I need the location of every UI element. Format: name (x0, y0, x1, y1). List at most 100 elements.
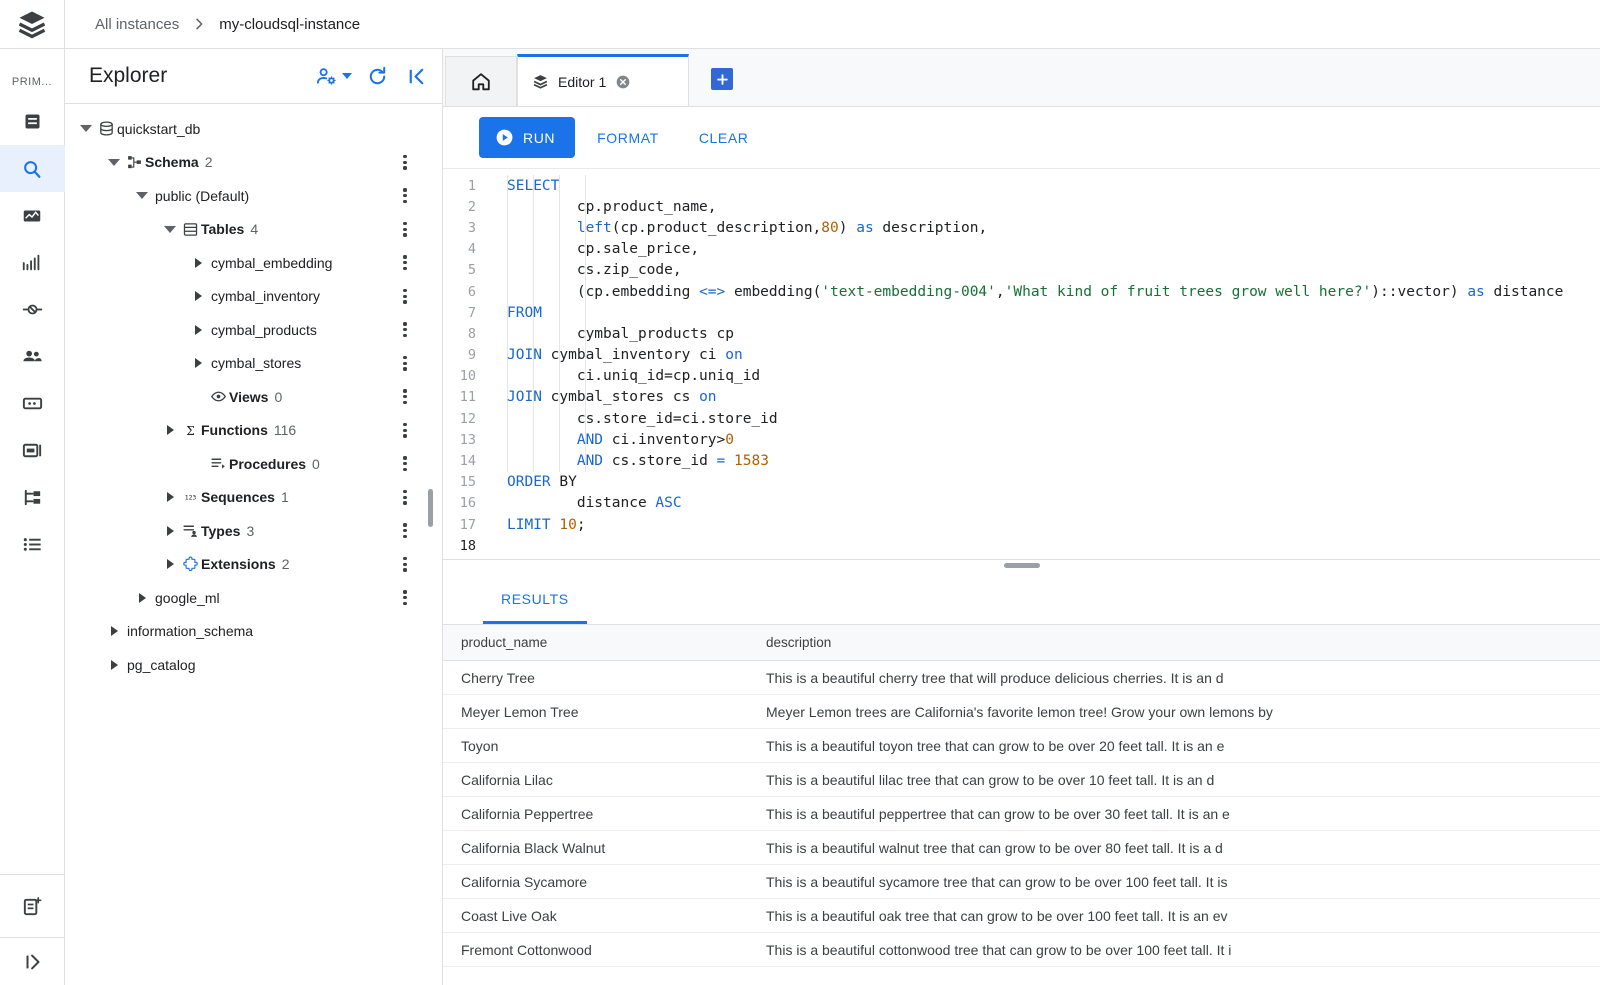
more-options-icon[interactable] (396, 523, 414, 539)
tree-item-information-schema[interactable]: information_schema (65, 615, 442, 649)
close-icon[interactable] (615, 74, 631, 90)
chevron-right-icon[interactable] (161, 559, 179, 570)
tree-item-google-ml[interactable]: google_ml (65, 581, 442, 615)
chevron-right-icon[interactable] (133, 592, 151, 603)
tree-item-sequences[interactable]: 123 Sequences 1 (65, 481, 442, 515)
tree-item-count: 2 (281, 556, 290, 573)
more-options-icon[interactable] (396, 288, 414, 304)
chevron-down-icon[interactable] (105, 158, 123, 166)
tree-item-quickstart-db[interactable]: quickstart_db (65, 112, 442, 146)
more-options-icon[interactable] (396, 188, 414, 204)
chevron-down-icon[interactable] (77, 125, 95, 133)
chevron-right-icon[interactable] (189, 257, 207, 268)
chevron-down-icon[interactable] (342, 73, 352, 79)
table-row[interactable]: California Sycamore This is a beautiful s… (443, 864, 1600, 899)
tree-item-pg-catalog[interactable]: pg_catalog (65, 648, 442, 682)
rail-item-operations-icon[interactable] (0, 521, 65, 568)
add-tab-button[interactable] (711, 68, 733, 90)
more-options-icon[interactable] (396, 456, 414, 472)
chevron-right-icon[interactable] (105, 626, 123, 637)
tab-editor-label: Editor 1 (558, 73, 607, 90)
format-button[interactable]: FORMAT (579, 119, 677, 157)
chevron-right-icon[interactable] (189, 291, 207, 302)
more-options-icon[interactable] (396, 221, 414, 237)
rail-item-insights-icon[interactable] (0, 239, 65, 286)
tree-item-cymbal-inventory[interactable]: cymbal_inventory (65, 280, 442, 314)
code-text: cs.zip_code, (507, 262, 682, 279)
tree-item-cymbal-products[interactable]: cymbal_products (65, 313, 442, 347)
table-row[interactable]: Cherry Tree This is a beautiful cherry tr… (443, 660, 1600, 695)
more-options-icon[interactable] (396, 422, 414, 438)
tree-item-cymbal-stores[interactable]: cymbal_stores (65, 347, 442, 381)
tree-item-types[interactable]: Types 3 (65, 514, 442, 548)
rail-item-connections-icon[interactable] (0, 286, 65, 333)
manage-access-icon[interactable] (315, 65, 338, 88)
more-options-icon[interactable] (396, 590, 414, 606)
code-line: 14 AND cs.store_id = 1583 (443, 450, 1600, 471)
breadcrumb-current-instance: my-cloudsql-instance (219, 15, 361, 33)
sql-code-editor[interactable]: 1 SELECT 2 cp.product_name, 3 left(cp.produ… (443, 169, 1600, 559)
clear-button[interactable]: CLEAR (681, 119, 767, 157)
chevron-right-icon[interactable] (161, 425, 179, 436)
tree-item-extensions[interactable]: Extensions 2 (65, 548, 442, 582)
run-button[interactable]: RUN (479, 117, 576, 158)
more-options-icon[interactable] (396, 255, 414, 271)
rail-item-monitoring-icon[interactable] (0, 192, 65, 239)
editor-results-splitter[interactable] (443, 559, 1600, 571)
more-options-icon[interactable] (396, 154, 414, 170)
code-text: FROM (507, 304, 542, 321)
content-body: Explorer quickstart_db Sc (65, 49, 1600, 985)
tree-item-tables[interactable]: Tables 4 (65, 213, 442, 247)
tab-home[interactable] (445, 56, 517, 106)
collapse-panel-icon[interactable] (405, 65, 428, 88)
table-row[interactable]: Fremont Cottonwood This is a beautiful co… (443, 932, 1600, 967)
chevron-right-icon[interactable] (105, 659, 123, 670)
chevron-down-icon[interactable] (133, 192, 151, 200)
table-row[interactable]: Toyon This is a beautiful toyon tree that… (443, 728, 1600, 763)
more-options-icon[interactable] (396, 489, 414, 505)
chevron-right-icon[interactable] (161, 492, 179, 503)
chevron-right-icon[interactable] (189, 324, 207, 335)
more-options-icon[interactable] (396, 322, 414, 338)
rail-item-backups-icon[interactable] (0, 427, 65, 474)
rail-item-databases-icon[interactable] (0, 380, 65, 427)
drag-handle[interactable] (1003, 563, 1040, 568)
table-row[interactable]: California Black Walnut This is a beautif… (443, 830, 1600, 865)
play-icon (496, 129, 513, 146)
rail-item-recommendations-icon[interactable] (0, 875, 65, 937)
code-text: cp.sale_price, (507, 241, 700, 258)
tree-item-views[interactable]: Views 0 (65, 380, 442, 414)
breadcrumb-all-instances[interactable]: All instances (95, 15, 180, 33)
explorer-scrollbar[interactable] (428, 489, 433, 527)
table-row[interactable]: Coast Live Oak This is a beautiful oak tr… (443, 898, 1600, 933)
tree-item-procedures[interactable]: Procedures 0 (65, 447, 442, 481)
extension-icon (179, 556, 201, 573)
tree-item-schema[interactable]: Schema 2 (65, 146, 442, 180)
code-lines: 1 SELECT 2 cp.product_name, 3 left(cp.produ… (443, 175, 1600, 556)
chevron-right-icon[interactable] (189, 358, 207, 369)
tree-item-label: pg_catalog (127, 656, 196, 673)
tab-results[interactable]: RESULTS (483, 591, 587, 624)
rail-item-search-icon[interactable] (0, 145, 65, 192)
tree-item-public-default[interactable]: public (Default) (65, 179, 442, 213)
code-line: 16 distance ASC (443, 493, 1600, 514)
tab-editor-1[interactable]: Editor 1 (517, 54, 689, 106)
tree-item-functions[interactable]: Σ Functions 116 (65, 414, 442, 448)
more-options-icon[interactable] (396, 355, 414, 371)
chevron-right-icon[interactable] (161, 525, 179, 536)
more-options-icon[interactable] (396, 556, 414, 572)
column-header-product_name[interactable]: product_name (443, 624, 748, 661)
rail-item-overview-icon[interactable] (0, 98, 65, 145)
rail-item-expand-panel-icon[interactable] (0, 938, 65, 985)
table-cell-description: This is a beautiful peppertree that can … (748, 796, 1600, 831)
rail-item-users-icon[interactable] (0, 333, 65, 380)
table-row[interactable]: California Peppertree This is a beautiful… (443, 796, 1600, 831)
rail-item-replicas-icon[interactable] (0, 474, 65, 521)
column-header-description[interactable]: description (748, 624, 1600, 661)
tree-item-cymbal-embedding[interactable]: cymbal_embedding (65, 246, 442, 280)
table-row[interactable]: California Lilac This is a beautiful lila… (443, 762, 1600, 797)
table-row[interactable]: Meyer Lemon Tree Meyer Lemon trees are Ca… (443, 694, 1600, 729)
more-options-icon[interactable] (396, 389, 414, 405)
chevron-down-icon[interactable] (161, 225, 179, 233)
refresh-icon[interactable] (366, 65, 389, 88)
